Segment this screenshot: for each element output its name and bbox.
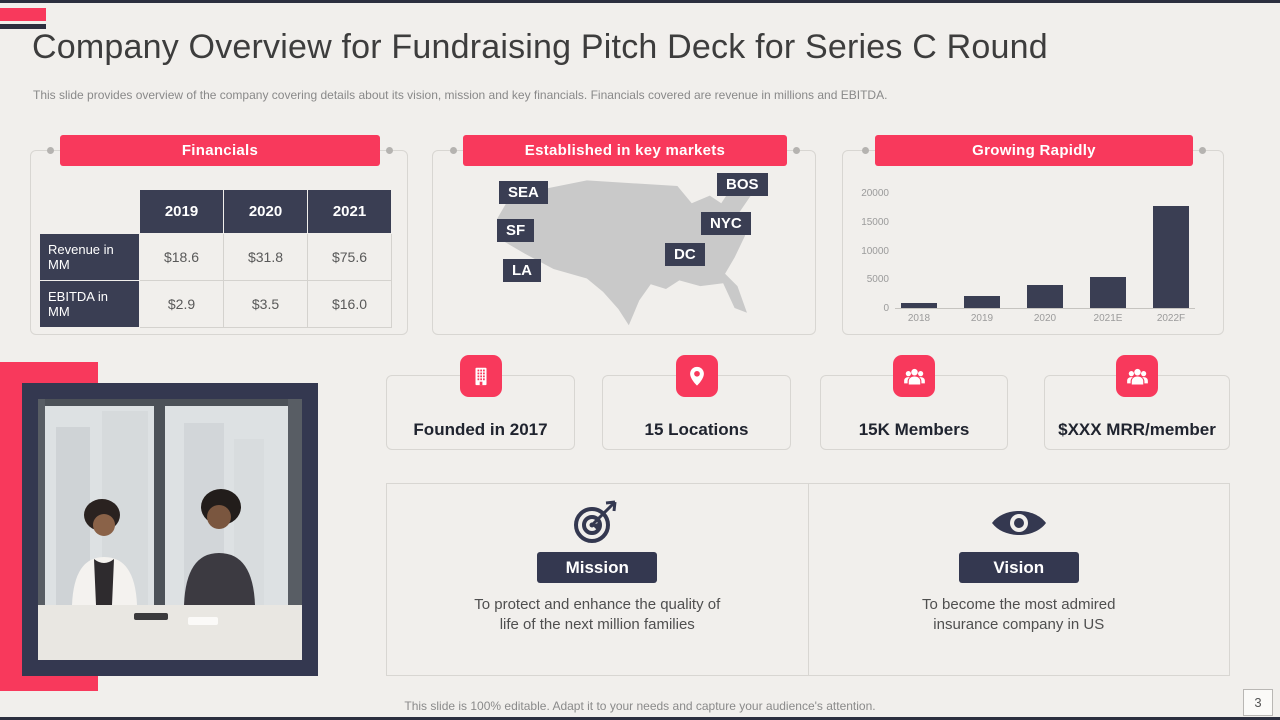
slide-bottom-edge <box>0 717 1280 720</box>
table-header-row: 2019 2020 2021 <box>40 189 392 234</box>
ebitda-value: $3.5 <box>223 280 308 328</box>
bar-2020 <box>1027 285 1063 308</box>
growth-header-ribbon: Growing Rapidly <box>862 135 1206 166</box>
year-header: 2020 <box>223 189 308 234</box>
growth-chart-x-axis: 2018 2019 2020 2021E 2022F <box>895 313 1195 324</box>
stat-label: 15K Members <box>858 420 970 439</box>
market-label-dc: DC <box>665 243 705 266</box>
revenue-value: $31.8 <box>223 233 308 281</box>
page-title: Company Overview for Fundraising Pitch D… <box>32 28 1048 66</box>
y-tick-15000: 15000 <box>861 216 889 228</box>
stat-label: 15 Locations <box>644 420 749 439</box>
building-icon <box>459 355 502 397</box>
table-row: EBITDA in MM $2.9 $3.5 $16.0 <box>39 280 392 328</box>
stat-card-mrr: $XXX MRR/member <box>1044 355 1230 450</box>
x-tick-2019: 2019 <box>970 313 994 324</box>
mission-section: Mission To protect and enhance the quali… <box>387 484 808 675</box>
growth-chart-y-axis: 20000 15000 10000 5000 0 <box>847 188 889 314</box>
x-tick-2022F: 2022F <box>1156 313 1186 324</box>
ebitda-value: $16.0 <box>307 280 392 328</box>
row-label: EBITDA in MM <box>39 280 140 328</box>
ebitda-value: $2.9 <box>139 280 224 328</box>
vision-label: Vision <box>958 552 1079 583</box>
market-label-sea: SEA <box>499 181 548 204</box>
vision-text: To become the most admired insurance com… <box>922 596 1116 633</box>
blank-cell <box>40 190 140 234</box>
financials-panel: Financials 2019 2020 2021 Revenue in MM … <box>30 135 408 335</box>
market-label-la: LA <box>503 259 541 282</box>
y-tick-5000: 5000 <box>866 274 889 286</box>
location-pin-icon <box>675 355 718 397</box>
mission-text: To protect and enhance the quality of li… <box>474 596 721 633</box>
markets-header-ribbon: Established in key markets <box>450 135 800 166</box>
year-header: 2021 <box>307 189 392 234</box>
financials-table: 2019 2020 2021 Revenue in MM $18.6 $31.8… <box>39 189 392 328</box>
market-label-bos: BOS <box>717 173 768 196</box>
office-meeting-photo <box>38 399 302 660</box>
financials-header-ribbon: Financials <box>47 135 393 166</box>
slide-top-edge <box>0 0 1280 3</box>
markets-panel: Established in key markets SEA BOS SF NY… <box>432 135 816 335</box>
page-number: 3 <box>1243 689 1273 716</box>
y-tick-20000: 20000 <box>861 188 889 199</box>
corner-navy-bar <box>0 24 46 29</box>
photo-frame <box>22 383 318 676</box>
vision-section: Vision To become the most admired insura… <box>807 484 1230 675</box>
y-tick-0: 0 <box>883 303 889 314</box>
eye-icon <box>991 511 1046 535</box>
stat-card-locations: 15 Locations <box>602 355 791 450</box>
bar-2018 <box>901 303 937 308</box>
stat-label: $XXX MRR/member <box>1058 420 1216 439</box>
year-header: 2019 <box>139 189 224 234</box>
mission-label: Mission <box>537 552 658 583</box>
row-label: Revenue in MM <box>39 233 140 281</box>
bar-2022F <box>1153 206 1189 308</box>
y-tick-10000: 10000 <box>861 245 889 257</box>
stat-card-members: 15K Members <box>820 355 1008 450</box>
bar-2019 <box>964 296 1000 308</box>
table-row: Revenue in MM $18.6 $31.8 $75.6 <box>39 233 392 281</box>
members-group-icon <box>893 355 935 397</box>
x-tick-2018: 2018 <box>907 313 931 324</box>
page-subtitle: This slide provides overview of the comp… <box>33 88 888 102</box>
stat-label: Founded in 2017 <box>413 420 548 439</box>
growth-panel: Growing Rapidly 20000 15000 10000 5000 0 201… <box>842 135 1224 335</box>
revenue-value: $18.6 <box>139 233 224 281</box>
target-dart-icon <box>574 500 617 543</box>
x-tick-2021E: 2021E <box>1093 313 1123 324</box>
corner-accent-bar <box>0 8 46 21</box>
revenue-value: $75.6 <box>307 233 392 281</box>
stat-card-founded: Founded in 2017 <box>386 355 575 450</box>
bar-2021E <box>1090 277 1126 308</box>
mission-vision-box: Mission To protect and enhance the quali… <box>386 483 1230 676</box>
market-label-nyc: NYC <box>701 212 751 235</box>
market-label-sf: SF <box>497 219 535 242</box>
growth-chart-plot <box>895 193 1195 309</box>
us-map <box>497 179 751 326</box>
footer-note: This slide is 100% editable. Adapt it to… <box>404 699 876 713</box>
x-tick-2020: 2020 <box>1033 313 1057 324</box>
mrr-group-icon <box>1116 355 1158 397</box>
